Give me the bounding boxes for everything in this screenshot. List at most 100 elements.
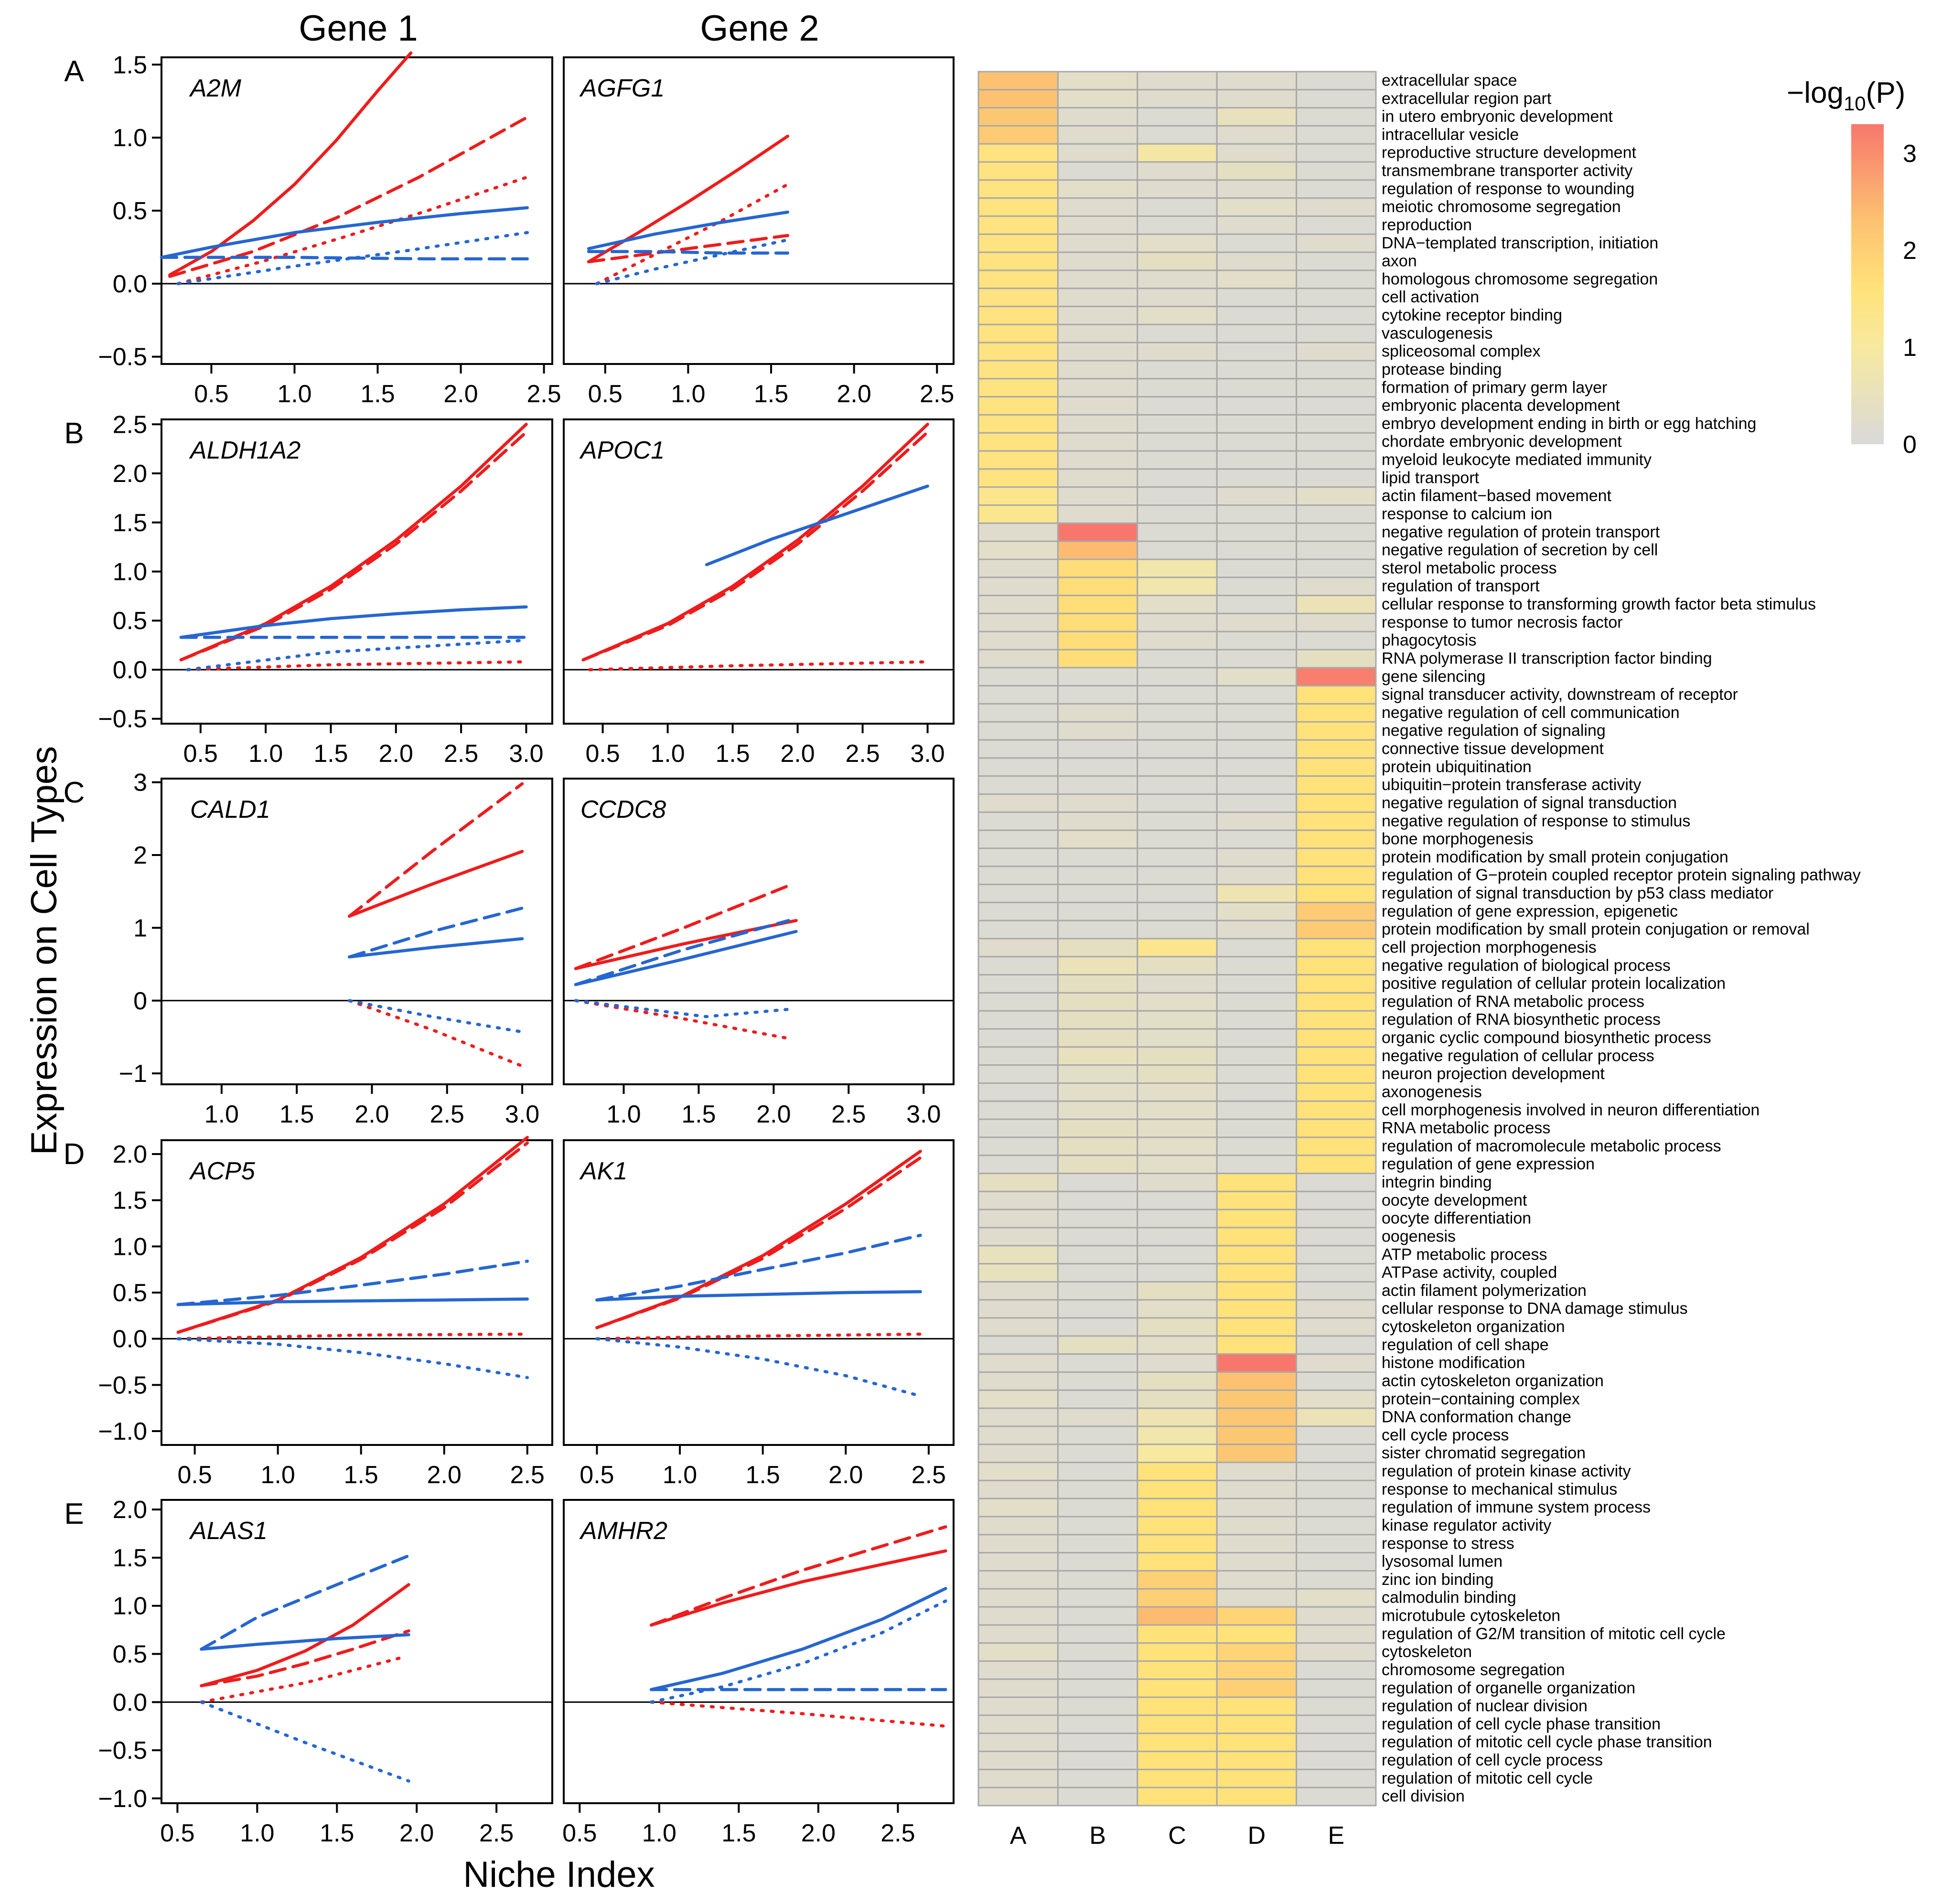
y-tick-label: 0.0 [113,270,147,298]
heatmap-cell [1296,1606,1377,1626]
heatmap-cell [1057,450,1138,470]
heatmap-cell [1216,901,1298,921]
heatmap-cell [1296,432,1377,452]
y-tick-label: 2 [133,842,147,869]
heatmap-cell [977,1751,1059,1770]
heatmap-cell [1057,1209,1138,1229]
heatmap-cell [1216,215,1298,235]
x-tick-label: 1.5 [681,1101,716,1128]
heatmap-row-label: regulation of mitotic cell cycle phase t… [1382,1733,1712,1751]
heatmap-cell [1057,1046,1138,1066]
heatmap-cell [1296,251,1377,271]
heatmap-cell [1216,1733,1298,1753]
heatmap-cell [1216,161,1298,181]
heatmap-cell [1296,1498,1377,1518]
heatmap-cell [977,396,1059,416]
heatmap-cell [977,125,1059,145]
heatmap-cell [1057,703,1138,723]
heatmap-cell [1137,233,1218,253]
heatmap-cell [1137,667,1218,687]
heatmap-cell [1057,866,1138,886]
heatmap-cell [1057,1010,1138,1030]
heatmap-row-label: phagocytosis [1382,631,1476,650]
heatmap-cell [1137,577,1218,597]
column-title-gene2: Gene 2 [700,8,819,49]
heatmap-row-label: regulation of G−protein coupled receptor… [1382,866,1861,884]
x-tick-label: 1.0 [650,740,685,768]
heatmap-cell [1296,323,1377,343]
series-red-dashed [200,1629,410,1688]
x-tick-label: 0.5 [194,380,228,408]
heatmap-cell [1137,1299,1218,1319]
heatmap-cell [1057,360,1138,380]
heatmap-row-label: cellular response to transforming growth… [1382,595,1816,613]
series-blue-dashed [348,906,524,959]
heatmap-cell [1057,667,1138,687]
heatmap-cell [1296,757,1377,777]
heatmap-cell [1296,1624,1377,1644]
series-red-dashed [581,430,929,662]
gene-name: AK1 [579,1157,627,1185]
heatmap-cell [1216,360,1298,380]
heatmap-cell [1137,1588,1218,1608]
heatmap-row-label: embryo development ending in birth or eg… [1382,415,1756,433]
series-red-dotted [348,999,524,1068]
heatmap-cell [1057,1714,1138,1734]
heatmap-cell [1137,125,1218,145]
panel-a2m: 0.5 1.0 1.5 2.0 2.5 −0.5 0.0 0.5 1.0 1.5 A A2M [64,51,561,408]
heatmap-row-label: bone morphogenesis [1382,830,1534,848]
x-tick-label: 3.0 [906,1101,941,1128]
heatmap-cell [1296,703,1377,723]
panel-row-letter: C [64,776,85,809]
heatmap-cell [1057,1751,1138,1770]
heatmap-cell [1216,1317,1298,1337]
y-tick-label: 1.5 [113,509,147,537]
heatmap-cell [1216,1407,1298,1427]
heatmap-cell [1137,1660,1218,1680]
heatmap-cell [1137,522,1218,542]
y-tick-label: −1.0 [98,1785,147,1813]
series-blue-dotted [348,999,524,1034]
heatmap-cell [977,1155,1059,1175]
series-blue-solid [160,206,529,259]
heatmap-cell [1216,884,1298,903]
heatmap-cell [1137,558,1218,578]
x-tick-label: 2.5 [880,1819,915,1847]
heatmap-row-label: vasculogenesis [1382,324,1492,342]
y-tick-label: 3 [133,769,147,797]
heatmap-row-label: protein modification by small protein co… [1382,920,1810,939]
panel-alas1: 0.5 1.0 1.5 2.0 2.5 −1.0 −0.5 0.0 0.5 1.0 1.5 2.0 E A… [64,1496,553,1847]
heatmap-cell [1057,540,1138,560]
heatmap-cell [1137,793,1218,813]
heatmap-cell [1057,378,1138,398]
heatmap-row-label: cell division [1382,1787,1465,1806]
heatmap-cell [1216,486,1298,506]
heatmap-cell [1057,71,1138,91]
heatmap-cell [1296,1552,1377,1572]
heatmap-row-label: regulation of RNA metabolic process [1382,993,1644,1011]
heatmap-row-label: intracellular vesicle [1382,126,1519,144]
heatmap-cell [1057,1425,1138,1445]
series-blue-solid [595,1290,922,1302]
heatmap-cell [1296,1570,1377,1590]
heatmap-cell [1216,288,1298,308]
heatmap-cell [977,1678,1059,1698]
heatmap-cell [1057,829,1138,849]
heatmap-cell [1137,197,1218,217]
heatmap-cell [1137,1082,1218,1102]
heatmap-cell [977,1028,1059,1048]
y-tick-label: −1.0 [98,1418,147,1445]
heatmap-cell [1137,685,1218,705]
gene-name: ALAS1 [189,1517,268,1545]
heatmap-row-label: signal transducer activity, downstream o… [1382,685,1738,704]
heatmap-cell [977,1353,1059,1373]
heatmap-row-label: extracellular space [1382,71,1517,89]
heatmap-cell [1137,288,1218,308]
colorbar-tick-label: 0 [1903,431,1917,459]
heatmap-cell [1137,1534,1218,1554]
heatmap-row-label: cell activation [1382,288,1479,306]
series-blue-dotted [649,1599,947,1704]
heatmap-cell [1216,1642,1298,1662]
heatmap-cell [1296,920,1377,940]
heatmap-cell [1216,306,1298,325]
